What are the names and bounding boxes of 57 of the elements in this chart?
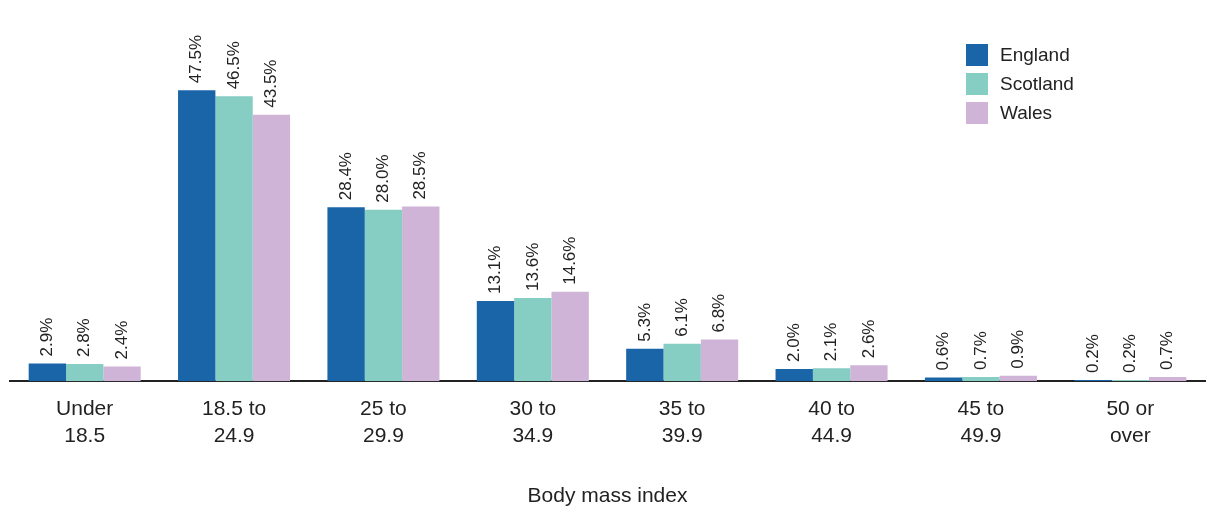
legend-label: Wales (1000, 101, 1053, 124)
legend-label: Scotland (1000, 72, 1074, 95)
bar (663, 343, 701, 382)
data-label: 28.4% (335, 152, 355, 201)
data-label: 2.1% (821, 322, 841, 362)
data-label: 0.2% (1120, 334, 1139, 373)
x-tick-label: 45 to 49.9 (957, 395, 1005, 446)
data-label: 2.0% (783, 323, 803, 362)
bar (327, 207, 365, 382)
data-label: 0.7% (970, 331, 990, 370)
data-label: 28.5% (410, 151, 430, 200)
x-tick-label: 40 to 44.9 (808, 395, 855, 446)
bar (252, 114, 291, 382)
data-label: 13.1% (485, 245, 505, 294)
legend-label: England (1000, 43, 1070, 66)
data-label: 43.5% (261, 59, 281, 108)
bar (215, 96, 253, 382)
data-label: 6.1% (671, 298, 691, 337)
bar (66, 364, 104, 382)
data-label: 13.6% (522, 242, 542, 291)
data-label: 6.8% (709, 293, 729, 333)
x-tick-label: 30 to 34.9 (509, 395, 557, 446)
data-label: 5.3% (634, 302, 654, 342)
bar (364, 209, 403, 382)
x-tick-label: 50 or over (1106, 395, 1155, 446)
data-label: 2.8% (74, 318, 94, 358)
bar (103, 366, 141, 382)
bar (812, 368, 851, 382)
x-tick-label: 18.5 to 24.9 (201, 395, 267, 446)
bar (775, 368, 813, 382)
x-axis-title: Body mass index (527, 483, 688, 507)
x-tick-label: Under 18.5 (56, 395, 114, 446)
x-tick-label: 35 to 39.9 (658, 395, 706, 446)
data-label: 0.9% (1007, 329, 1027, 369)
x-tick-label: 25 to 29.9 (360, 395, 407, 446)
bar (178, 90, 216, 382)
bar (700, 339, 739, 382)
bar (514, 297, 552, 382)
data-label: 0.2% (1082, 334, 1102, 373)
data-label: 46.5% (223, 41, 243, 90)
bar (850, 365, 888, 382)
data-label: 2.4% (111, 320, 131, 360)
bar (962, 376, 1000, 382)
data-label: 0.6% (933, 331, 953, 371)
bar (551, 291, 589, 382)
bar (402, 206, 440, 382)
data-label: 2.9% (37, 317, 57, 357)
data-label: 28.0% (373, 154, 393, 203)
bar (28, 363, 67, 382)
bar (1148, 376, 1187, 382)
bar (476, 300, 515, 382)
data-label: 2.6% (858, 319, 878, 359)
bar (999, 375, 1037, 382)
data-label: 47.5% (186, 35, 206, 84)
bar (626, 348, 664, 382)
data-label: 14.6% (559, 236, 579, 285)
data-label: 0.7% (1157, 331, 1177, 370)
